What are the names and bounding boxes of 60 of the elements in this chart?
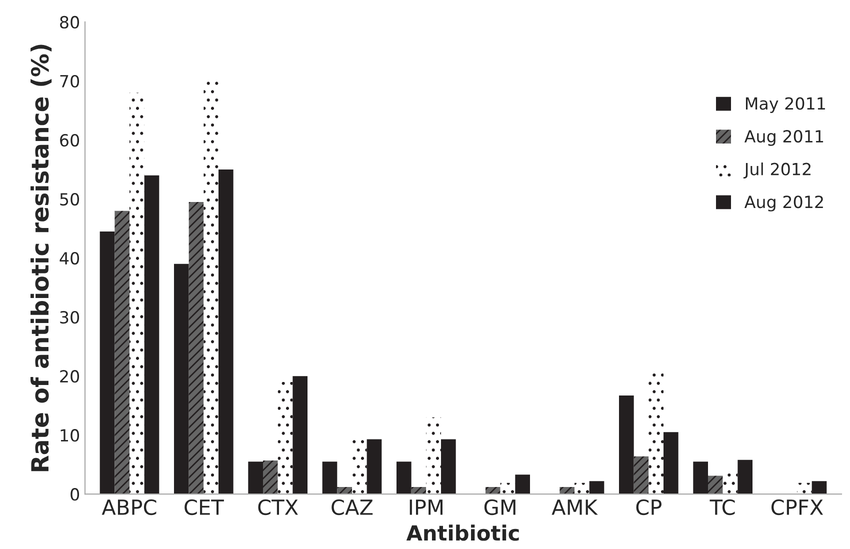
bar bbox=[500, 482, 516, 494]
bar bbox=[218, 170, 234, 494]
x-tick-label: ABPC bbox=[102, 499, 156, 516]
legend-label: Aug 2012 bbox=[744, 196, 823, 212]
bar bbox=[738, 460, 752, 494]
x-tick-label: IPM bbox=[410, 500, 442, 515]
y-tick-label: 80 bbox=[60, 16, 80, 29]
bar bbox=[322, 462, 338, 494]
y-tick-label: 40 bbox=[60, 252, 80, 265]
y-tick-label: 20 bbox=[60, 370, 80, 383]
bar bbox=[337, 487, 352, 494]
x-axis-title: Antibiotic bbox=[406, 524, 519, 541]
y-tick-label: 10 bbox=[60, 429, 80, 442]
bar bbox=[263, 460, 278, 494]
x-tick-label: CPFX bbox=[771, 499, 824, 516]
bar bbox=[278, 382, 293, 494]
bar bbox=[248, 462, 263, 494]
y-tick-label: 0 bbox=[70, 488, 80, 501]
bar bbox=[204, 80, 218, 494]
legend-label: May 2011 bbox=[746, 97, 825, 114]
y-tick-label: 30 bbox=[60, 311, 80, 324]
bar bbox=[426, 417, 441, 494]
bar bbox=[634, 456, 649, 494]
x-tick-label: AMK bbox=[552, 500, 598, 515]
x-tick-label: CP bbox=[636, 499, 662, 516]
bar bbox=[797, 482, 812, 494]
bar bbox=[411, 487, 426, 494]
legend-label: Aug 2011 bbox=[744, 130, 824, 146]
bar bbox=[693, 462, 708, 494]
x-tick-label: CET bbox=[184, 499, 224, 516]
bar bbox=[486, 487, 500, 494]
bar bbox=[114, 210, 130, 494]
legend-label: Jul 2012 bbox=[743, 162, 810, 178]
x-tick-label: CTX bbox=[258, 499, 298, 516]
y-tick-label: 60 bbox=[60, 134, 80, 147]
bar bbox=[352, 439, 367, 494]
x-tick-label: GM bbox=[484, 499, 516, 516]
bar bbox=[708, 476, 723, 494]
bar bbox=[574, 482, 590, 494]
y-axis-title: Rate of antibiotic resistance (%) bbox=[30, 44, 52, 472]
bar bbox=[560, 487, 574, 494]
bar bbox=[722, 472, 738, 494]
x-tick-label: CAZ bbox=[332, 499, 373, 516]
bar bbox=[174, 264, 189, 494]
bar bbox=[188, 202, 204, 494]
bar bbox=[589, 481, 604, 494]
bar bbox=[100, 231, 115, 494]
bar bbox=[366, 439, 382, 494]
bar bbox=[515, 474, 530, 494]
bar bbox=[144, 175, 160, 494]
bar bbox=[292, 376, 308, 494]
bar bbox=[130, 92, 144, 494]
y-tick-label: 50 bbox=[60, 192, 80, 206]
bar bbox=[396, 462, 412, 494]
x-tick-label: TC bbox=[710, 499, 735, 516]
bar bbox=[664, 432, 678, 494]
bar bbox=[441, 439, 456, 494]
bar bbox=[619, 396, 634, 494]
bar bbox=[812, 481, 827, 494]
y-tick-label: 70 bbox=[60, 74, 80, 88]
